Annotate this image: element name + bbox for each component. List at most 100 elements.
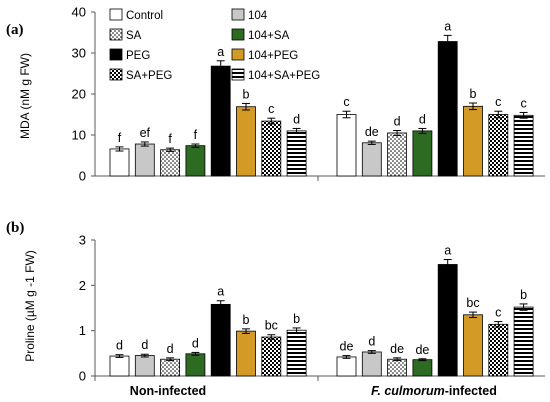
legend-label: 104+SA xyxy=(248,30,290,42)
bar xyxy=(286,329,307,377)
significance-letter: d xyxy=(167,342,174,356)
significance-letter: bc xyxy=(265,319,278,333)
y-tick-label: 30 xyxy=(72,46,86,61)
legend-swatch xyxy=(231,48,245,61)
bar xyxy=(336,356,357,377)
bar xyxy=(236,330,256,377)
bars-a: f c ef de f d f d a a b b c c d c xyxy=(109,19,534,177)
significance-letter: a xyxy=(217,285,224,299)
legend-label: 104 xyxy=(248,10,268,22)
legend-item: 104+PEG xyxy=(231,48,298,62)
y-tick-label: 0 xyxy=(79,169,86,184)
bar xyxy=(134,355,155,377)
bar xyxy=(437,41,458,177)
legend-swatch xyxy=(231,8,245,21)
legend-swatch xyxy=(109,8,123,21)
y-axis-label-b: Proline (µM g -1 FW) xyxy=(23,250,37,362)
bar xyxy=(513,114,534,177)
y-tick-label: 20 xyxy=(72,87,86,102)
legend-label: Control xyxy=(126,10,163,22)
legend-item: 104+SA+PEG xyxy=(231,68,320,82)
bar xyxy=(513,306,534,377)
significance-letter: b xyxy=(243,313,250,327)
bar xyxy=(488,323,509,377)
significance-letter: b xyxy=(520,288,527,302)
bar xyxy=(160,358,181,377)
bar xyxy=(361,142,382,177)
legend-item: SA+PEG xyxy=(109,68,172,82)
bar xyxy=(109,148,130,177)
significance-letter: bc xyxy=(466,296,479,310)
panel-label-a: (a) xyxy=(6,22,24,38)
bar xyxy=(109,355,130,377)
panel-label-b: (b) xyxy=(6,220,24,236)
y-tick-label: 1 xyxy=(79,323,86,338)
significance-letter: de xyxy=(340,340,354,354)
bar xyxy=(463,314,483,377)
bar xyxy=(261,336,282,377)
bar xyxy=(361,351,382,377)
bar xyxy=(437,264,458,377)
legend-item: 104+SA xyxy=(231,28,290,42)
significance-letter: de xyxy=(390,342,404,356)
significance-letter: c xyxy=(495,95,501,109)
legend-label: SA+PEG xyxy=(126,70,172,82)
significance-letter: d xyxy=(394,114,401,128)
group-label-infected-italic: F. culmorum xyxy=(371,384,445,398)
significance-letter: d xyxy=(116,339,123,353)
significance-letter: c xyxy=(268,102,274,116)
bar xyxy=(463,105,483,177)
y-tick-label: 0 xyxy=(79,369,86,384)
legend-label: PEG xyxy=(126,50,150,62)
bar xyxy=(336,114,357,177)
y-tick-label: 40 xyxy=(72,5,86,20)
significance-letter: d xyxy=(419,112,426,126)
bar xyxy=(210,303,231,377)
legend-item: 104 xyxy=(231,8,268,22)
significance-letter: a xyxy=(444,19,451,33)
significance-letter: a xyxy=(217,45,224,59)
group-label-infected-suffix: -infected xyxy=(445,384,497,398)
legend-label: 104+PEG xyxy=(248,50,298,62)
bar xyxy=(210,65,231,177)
bar xyxy=(236,106,256,177)
significance-letter: b xyxy=(470,87,477,101)
significance-letter: ef xyxy=(140,126,151,140)
legend-swatch xyxy=(109,68,123,81)
bar xyxy=(412,130,433,177)
significance-letter: c xyxy=(495,306,501,320)
legend-item: PEG xyxy=(109,48,150,62)
y-tick-label: 2 xyxy=(79,278,86,293)
significance-letter: b xyxy=(293,312,300,326)
legend-item: SA xyxy=(109,28,142,42)
significance-letter: a xyxy=(444,243,451,257)
panel-mda: (a) MDA (nM g FW) 0 10 20 30 40 f c ef de f d f d a a… xyxy=(6,5,545,184)
significance-letter: d xyxy=(141,338,148,352)
bar xyxy=(387,358,408,377)
bar xyxy=(387,132,408,177)
significance-letter: d xyxy=(293,112,300,126)
bar xyxy=(488,114,509,177)
legend-swatch xyxy=(231,28,245,41)
bar xyxy=(261,120,282,177)
legend-label: SA xyxy=(126,30,142,42)
y-tick-label: 3 xyxy=(79,233,86,248)
significance-letter: b xyxy=(243,87,250,101)
significance-letter: d xyxy=(368,335,375,349)
bar xyxy=(185,145,206,177)
legend-swatch xyxy=(109,28,123,41)
significance-letter: f xyxy=(194,128,198,142)
significance-letter: d xyxy=(192,336,199,350)
significance-letter: f xyxy=(118,131,122,145)
bar xyxy=(412,359,433,377)
legend-label: 104+SA+PEG xyxy=(248,70,320,82)
bar xyxy=(134,143,155,177)
significance-letter: c xyxy=(520,96,526,110)
bar xyxy=(160,149,181,177)
legend: Control 104 SA 104+SA PEG 104+PEG SA+PEG 104+SA… xyxy=(109,8,320,82)
legend-swatch xyxy=(231,68,245,81)
group-label-infected: F. culmorum-infected xyxy=(371,384,497,398)
